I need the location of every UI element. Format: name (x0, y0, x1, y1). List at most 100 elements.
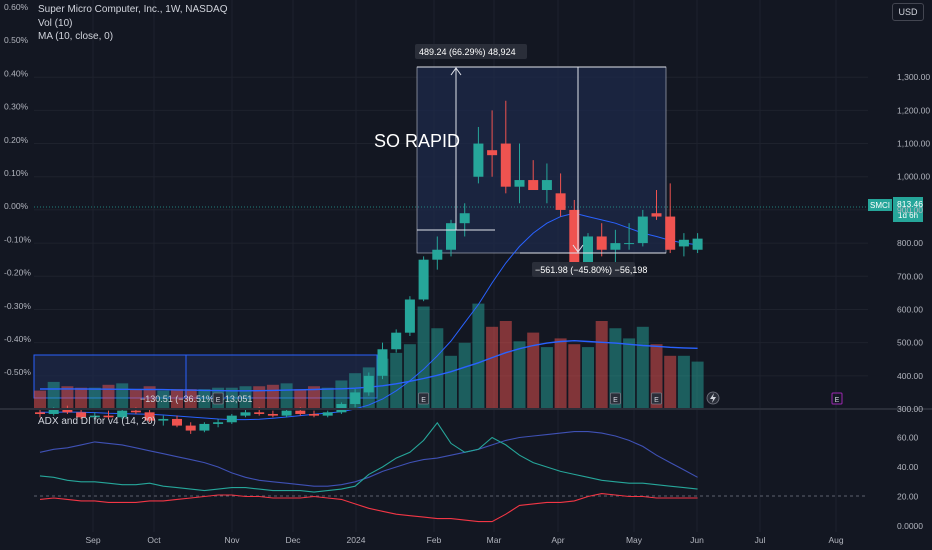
volume-bar (335, 380, 348, 408)
price-axis-label: 900.00 (897, 205, 923, 215)
volume-bar (171, 389, 183, 408)
volume-bar (513, 341, 526, 408)
adx-axis-label: 60.00 (897, 433, 919, 443)
adx-line (39, 431, 698, 487)
volume-bar (568, 344, 581, 408)
volume-bar (527, 332, 540, 408)
volume-bar (34, 390, 46, 408)
candle-body (473, 143, 484, 177)
price-axis-label: 300.00 (897, 404, 923, 414)
candle-body (35, 412, 45, 414)
candle-body (62, 409, 73, 413)
last-price-countdown: 1d 6h (898, 211, 918, 220)
svg-text:E: E (835, 397, 840, 404)
earnings-marker-icon: E (610, 392, 621, 405)
volume-bar (75, 387, 88, 408)
time-axis-label: Mar (487, 535, 502, 545)
candle-body (432, 249, 443, 260)
volume-bar (499, 321, 512, 408)
volume-bar (61, 386, 74, 408)
price-axis-label: 1,000.00 (897, 172, 930, 182)
di-plus-line (39, 421, 698, 493)
time-axis[interactable]: Sep Oct Nov Dec 2024 Feb Mar Apr May Jun Jul Aug (85, 535, 843, 545)
volume-bar (664, 355, 677, 408)
candle-body (144, 412, 155, 421)
alert-icon[interactable] (706, 391, 720, 405)
volume-bar (403, 344, 416, 408)
volume-bar (88, 387, 101, 408)
volume-bar (102, 384, 115, 408)
left-axis-label: 0.30% (4, 102, 29, 112)
headline-text: SO RAPID (374, 131, 460, 151)
candle-body (459, 213, 470, 224)
volume-bar (472, 303, 485, 408)
volume-bar (691, 361, 704, 408)
earnings-marker-icon: E (651, 392, 662, 405)
candle-body (103, 415, 114, 418)
measure-box-upper (416, 66, 667, 254)
time-axis-label: 2024 (347, 535, 366, 545)
candle-body (500, 143, 511, 187)
candle-body (48, 409, 59, 414)
volume-bar (129, 389, 142, 408)
volume-bar (239, 386, 252, 408)
last-price-value: 813.46 (897, 199, 923, 209)
earnings-marker-icon: E (418, 392, 430, 405)
time-axis-label: Aug (828, 535, 843, 545)
left-axis-label: 0.20% (4, 135, 29, 145)
volume-bar (308, 386, 320, 408)
volume-bar (486, 326, 499, 408)
svg-text:E: E (216, 397, 221, 404)
left-axis-label: -0.10% (4, 234, 31, 244)
svg-text:E: E (421, 397, 426, 404)
currency-button[interactable]: USD (892, 3, 924, 21)
candle-body (117, 410, 128, 418)
price-axis-label: 600.00 (897, 304, 923, 314)
volume-bar (650, 344, 663, 408)
right-price-axis[interactable]: 1,300.00 1,200.00 1,100.00 1,000.00 900.00 80… (897, 72, 930, 414)
candle-body (446, 223, 456, 250)
volume-bar (554, 338, 567, 408)
price-axis-label: 1,200.00 (897, 105, 930, 115)
candle-body (377, 349, 388, 376)
volume-bar (458, 342, 471, 408)
candle-body (418, 259, 429, 300)
last-price-label: SMCI 813.46 1d 6h (868, 197, 923, 222)
volume-bar (321, 387, 334, 408)
candle-body (185, 425, 196, 431)
volume-bar (157, 390, 170, 408)
price-axis-label: 1,100.00 (897, 139, 930, 149)
left-axis-label: 0.00% (4, 201, 29, 211)
candle-body (281, 410, 292, 416)
volume-bar (225, 387, 238, 408)
volume-bar (609, 328, 622, 408)
candle-body (487, 150, 498, 156)
time-axis-label: Dec (285, 535, 301, 545)
adx-axis-label: 0.0000 (897, 521, 923, 531)
candle-body (391, 332, 402, 350)
volume-bar (677, 355, 690, 408)
candle-body (624, 243, 635, 245)
volume-bar (116, 383, 129, 408)
time-axis-label: Jun (690, 535, 704, 545)
measure-arrow-down-head (572, 244, 584, 253)
volume-bar (143, 386, 156, 408)
candle-body (404, 299, 415, 333)
measure-left-label: −130.51 (−36.51%) −13,051 (140, 394, 252, 404)
candle-body (692, 238, 703, 250)
volume-bar (253, 386, 266, 408)
candle-body (541, 180, 552, 191)
earnings-flag-icon[interactable]: E (831, 392, 843, 405)
volume-bar (47, 381, 60, 408)
measure-arrow-up-head (450, 67, 462, 76)
volume-bar (540, 347, 553, 408)
volume-bar (294, 389, 307, 408)
candle-body (596, 236, 607, 250)
volume-bar (623, 338, 636, 408)
time-axis-label: Oct (147, 535, 161, 545)
volume-bar (636, 326, 649, 408)
last-price-symbol: SMCI (870, 201, 890, 210)
candle-body (678, 239, 689, 247)
